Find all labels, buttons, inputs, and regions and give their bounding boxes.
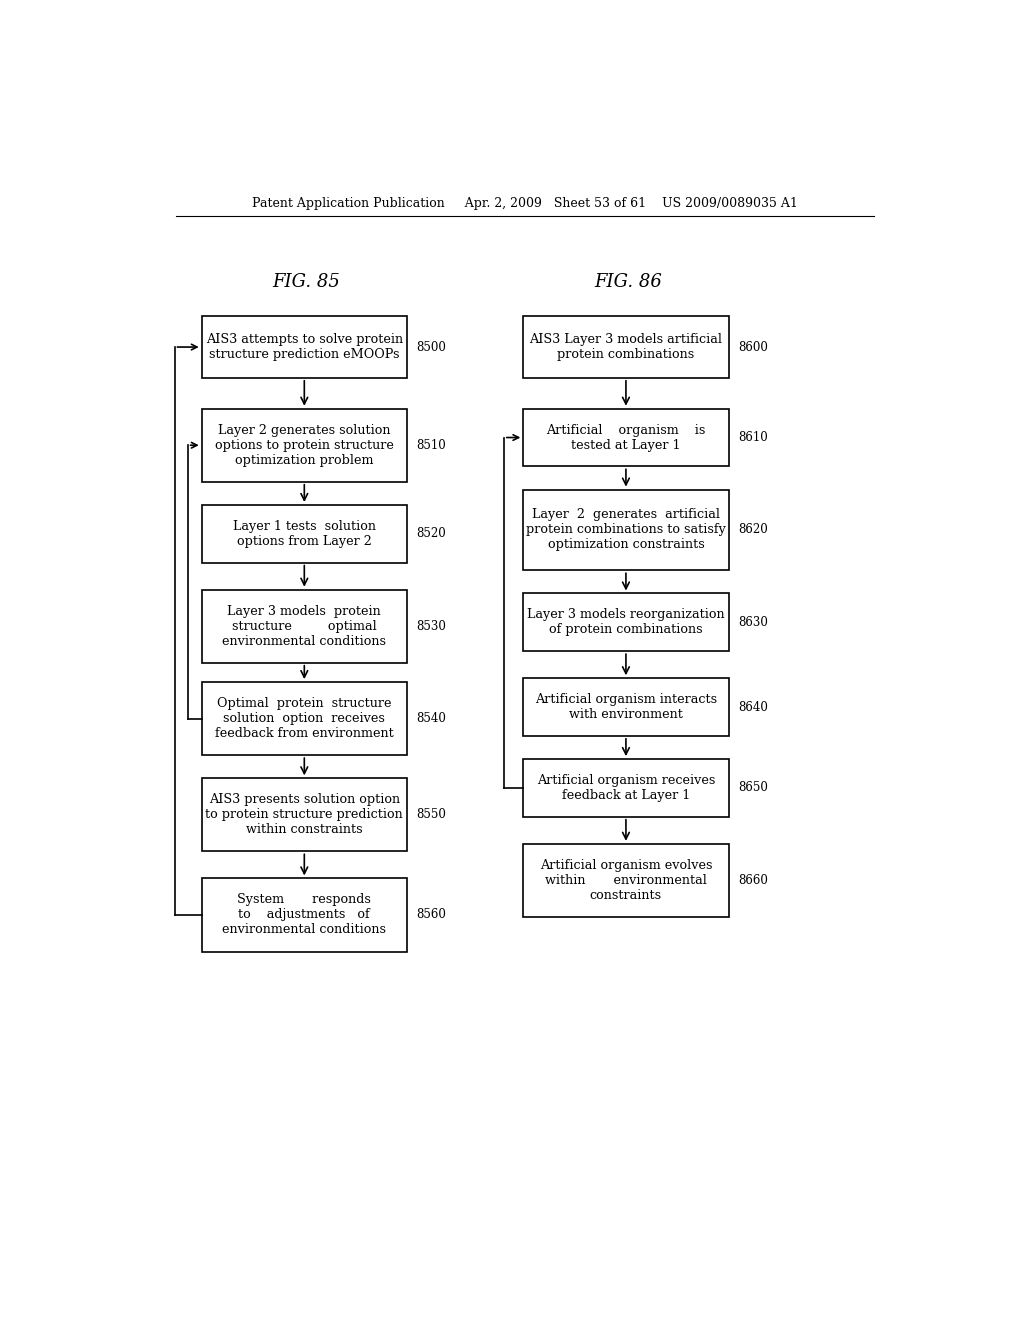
Text: 8630: 8630 bbox=[738, 616, 768, 628]
Text: 8510: 8510 bbox=[417, 438, 446, 451]
FancyBboxPatch shape bbox=[202, 779, 407, 851]
Text: Artificial organism interacts
with environment: Artificial organism interacts with envir… bbox=[535, 693, 717, 721]
FancyBboxPatch shape bbox=[202, 590, 407, 663]
Text: 8540: 8540 bbox=[417, 711, 446, 725]
Text: Layer  2  generates  artificial
protein combinations to satisfy
optimization con: Layer 2 generates artificial protein com… bbox=[526, 508, 726, 552]
Text: FIG. 85: FIG. 85 bbox=[272, 273, 340, 290]
Text: 8560: 8560 bbox=[417, 908, 446, 921]
FancyBboxPatch shape bbox=[523, 317, 729, 378]
FancyBboxPatch shape bbox=[202, 506, 407, 562]
Text: FIG. 86: FIG. 86 bbox=[594, 273, 662, 290]
Text: 8660: 8660 bbox=[738, 874, 768, 887]
Text: 8520: 8520 bbox=[417, 527, 446, 540]
FancyBboxPatch shape bbox=[523, 759, 729, 817]
Text: 8550: 8550 bbox=[417, 808, 446, 821]
Text: 8500: 8500 bbox=[417, 341, 446, 354]
Text: 8640: 8640 bbox=[738, 701, 768, 714]
Text: 8620: 8620 bbox=[738, 524, 768, 536]
Text: Layer 3 models  protein
structure         optimal
environmental conditions: Layer 3 models protein structure optimal… bbox=[222, 605, 386, 648]
Text: Layer 1 tests  solution
options from Layer 2: Layer 1 tests solution options from Laye… bbox=[232, 520, 376, 548]
Text: AIS3 attempts to solve protein
structure prediction eMOOPs: AIS3 attempts to solve protein structure… bbox=[206, 333, 402, 362]
FancyBboxPatch shape bbox=[523, 843, 729, 917]
Text: 8610: 8610 bbox=[738, 432, 768, 444]
Text: Artificial    organism    is
tested at Layer 1: Artificial organism is tested at Layer 1 bbox=[546, 424, 706, 451]
Text: 8530: 8530 bbox=[417, 619, 446, 632]
Text: Optimal  protein  structure
solution  option  receives
feedback from environment: Optimal protein structure solution optio… bbox=[215, 697, 393, 741]
FancyBboxPatch shape bbox=[523, 409, 729, 466]
Text: System       responds
to    adjustments   of
environmental conditions: System responds to adjustments of enviro… bbox=[222, 894, 386, 936]
Text: AIS3 presents solution option
to protein structure prediction
within constraints: AIS3 presents solution option to protein… bbox=[206, 793, 403, 837]
FancyBboxPatch shape bbox=[523, 490, 729, 570]
FancyBboxPatch shape bbox=[202, 317, 407, 378]
FancyBboxPatch shape bbox=[202, 409, 407, 482]
FancyBboxPatch shape bbox=[523, 594, 729, 651]
FancyBboxPatch shape bbox=[523, 678, 729, 737]
Text: Artificial organism evolves
within       environmental
constraints: Artificial organism evolves within envir… bbox=[540, 859, 712, 902]
Text: Layer 2 generates solution
options to protein structure
optimization problem: Layer 2 generates solution options to pr… bbox=[215, 424, 394, 467]
Text: Layer 3 models reorganization
of protein combinations: Layer 3 models reorganization of protein… bbox=[527, 609, 725, 636]
Text: 8650: 8650 bbox=[738, 781, 768, 795]
Text: 8600: 8600 bbox=[738, 341, 768, 354]
Text: Artificial organism receives
feedback at Layer 1: Artificial organism receives feedback at… bbox=[537, 774, 715, 801]
Text: AIS3 Layer 3 models artificial
protein combinations: AIS3 Layer 3 models artificial protein c… bbox=[529, 333, 723, 362]
Text: Patent Application Publication     Apr. 2, 2009   Sheet 53 of 61    US 2009/0089: Patent Application Publication Apr. 2, 2… bbox=[252, 197, 798, 210]
FancyBboxPatch shape bbox=[202, 878, 407, 952]
FancyBboxPatch shape bbox=[202, 682, 407, 755]
